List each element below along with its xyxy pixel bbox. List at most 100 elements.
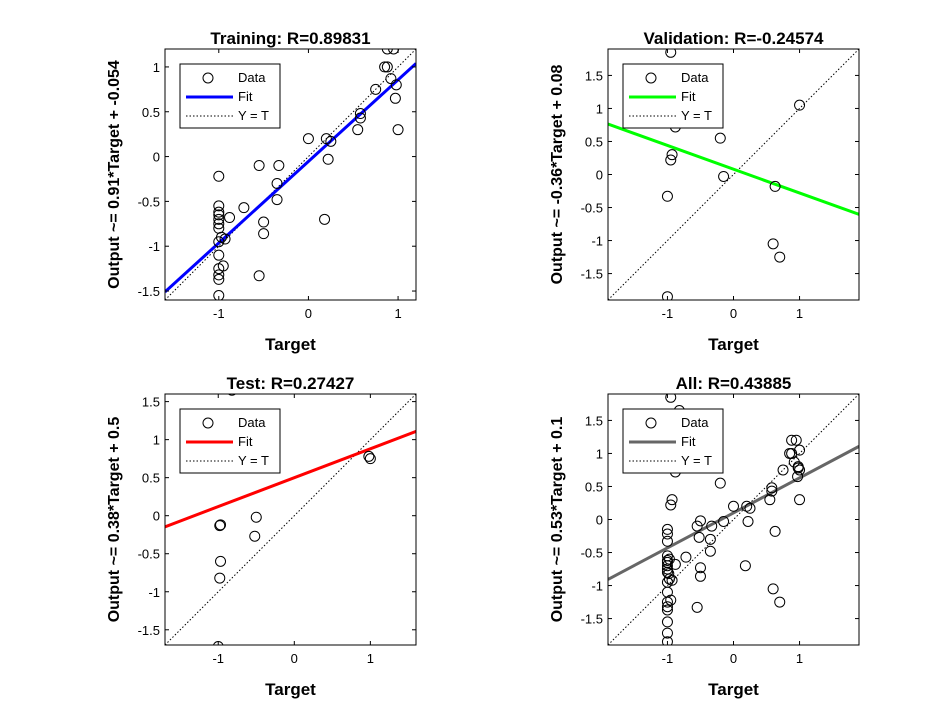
data-point	[718, 170, 730, 182]
data-point	[694, 515, 706, 527]
data-point	[253, 160, 265, 172]
x-tick-label: -1	[662, 306, 674, 321]
legend-label: Data	[681, 415, 709, 430]
data-point	[271, 194, 283, 206]
data-point	[766, 485, 778, 497]
x-tick-label: 1	[796, 306, 803, 321]
x-tick-label: -1	[662, 651, 674, 666]
regression-panel-4: -1 0 1 -1.5 -1 -0.5 0 0.5 1 1.5 All: R=0.43885 Targ…	[549, 374, 860, 699]
data-point	[744, 502, 756, 514]
y-tick-label: 0.5	[142, 471, 160, 486]
legend-marker-data	[645, 72, 657, 84]
y-tick-label: -1.5	[581, 267, 603, 282]
x-tick-label: 1	[394, 306, 401, 321]
data-point	[354, 112, 366, 124]
data-point	[213, 209, 225, 221]
data-point	[319, 213, 331, 225]
data-point	[769, 525, 781, 537]
data-point	[363, 450, 375, 462]
data-point	[693, 531, 705, 543]
legend-label: Fit	[681, 89, 696, 104]
legend: Data Fit Y = T	[179, 408, 281, 474]
data-point	[213, 206, 225, 218]
data-point	[390, 79, 402, 91]
data-point	[213, 269, 225, 281]
data-point	[665, 49, 677, 58]
data-point	[764, 494, 776, 506]
chart-title: Training: R=0.89831	[210, 29, 370, 48]
data-point	[661, 291, 673, 300]
data-point	[665, 154, 677, 166]
y-tick-label: -0.5	[138, 194, 160, 209]
plot-content	[165, 49, 416, 300]
x-tick-label: -1	[213, 306, 225, 321]
data-point	[792, 462, 804, 474]
y-tick-label: 0	[153, 509, 160, 524]
y-tick-label: -0.5	[138, 547, 160, 562]
legend-label: Y = T	[681, 453, 712, 468]
y-axis-label: Output ~= 0.38*Target + 0.5	[106, 417, 123, 623]
x-axis-label: Target	[708, 335, 759, 354]
x-tick-label: -1	[212, 651, 224, 666]
y-tick-label: -1.5	[138, 623, 160, 638]
regression-panel-3: -1 0 1 -1.5 -1 -0.5 0 0.5 1 1.5 Test: R=0.27427 Tar…	[106, 374, 417, 699]
data-point	[661, 190, 673, 202]
legend-label: Data	[238, 415, 266, 430]
data-point	[213, 170, 225, 182]
legend-label: Fit	[681, 434, 696, 449]
legend-label: Data	[681, 70, 709, 85]
data-point	[739, 560, 751, 572]
data-point	[381, 49, 393, 55]
plot-content	[608, 394, 859, 645]
y-tick-label: 1.5	[585, 68, 603, 83]
legend-label: Data	[238, 70, 266, 85]
data-point	[661, 604, 673, 616]
y-tick-label: 0.5	[142, 105, 160, 120]
data-point	[364, 453, 376, 465]
y-tick-label: 1	[153, 433, 160, 448]
fit-line	[165, 62, 416, 294]
legend-label: Fit	[238, 89, 253, 104]
data-point	[661, 523, 673, 535]
data-point	[213, 249, 225, 261]
data-point	[249, 530, 261, 542]
x-tick-label: 1	[367, 651, 374, 666]
data-point	[661, 601, 673, 613]
y-tick-label: 0	[596, 513, 603, 528]
chart-title: Test: R=0.27427	[227, 374, 355, 393]
data-point	[666, 494, 678, 506]
data-point	[694, 562, 706, 574]
x-tick-label: 0	[305, 306, 312, 321]
chart-title: All: R=0.43885	[676, 374, 792, 393]
data-point	[238, 202, 250, 214]
y-tick-label: -1	[591, 579, 603, 594]
data-point	[213, 273, 225, 285]
data-point	[214, 520, 226, 532]
data-point	[680, 551, 692, 563]
data-point	[213, 213, 225, 225]
x-axis-label: Target	[265, 680, 316, 699]
plot-content	[608, 49, 859, 300]
data-point	[666, 149, 678, 161]
y-axis-label: Output ~= 0.91*Target + -0.054	[106, 60, 123, 289]
data-point	[661, 528, 673, 540]
legend-marker-data	[202, 72, 214, 84]
data-point	[661, 535, 673, 547]
data-point	[271, 177, 283, 189]
y-tick-label: 1	[596, 446, 603, 461]
fit-line	[608, 445, 859, 581]
data-point	[661, 636, 673, 645]
data-point	[691, 601, 703, 613]
data-point	[325, 135, 337, 147]
y-tick-label: -1	[591, 234, 603, 249]
data-point	[250, 511, 262, 523]
data-point	[728, 500, 739, 512]
y-tick-label: 0	[596, 168, 603, 183]
data-point	[706, 520, 718, 532]
data-point	[691, 520, 703, 532]
data-point	[389, 92, 401, 104]
data-point	[666, 574, 678, 586]
y-tick-label: 1.5	[585, 413, 603, 428]
data-point	[790, 434, 802, 446]
data-point	[669, 558, 681, 570]
